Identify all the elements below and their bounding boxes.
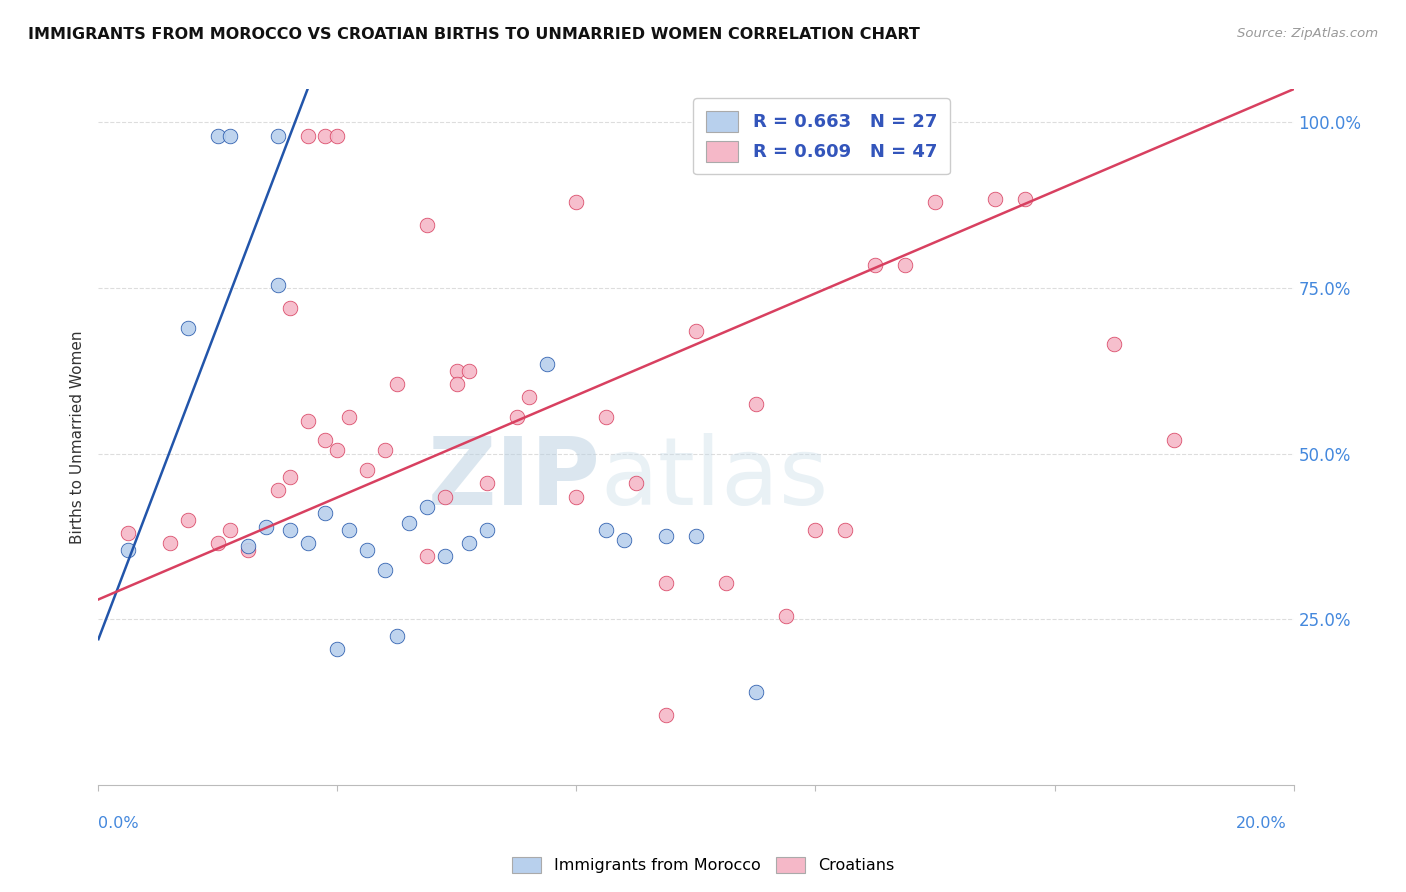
Point [565, 490, 588, 504]
Point [254, 519, 277, 533]
Point [374, 443, 396, 458]
Legend: R = 0.663   N = 27, R = 0.609   N = 47: R = 0.663 N = 27, R = 0.609 N = 47 [693, 98, 950, 174]
Point [326, 443, 349, 458]
Point [398, 516, 420, 531]
Point [236, 540, 259, 554]
Point [278, 470, 301, 484]
Point [219, 523, 242, 537]
Point [834, 523, 856, 537]
Point [745, 685, 768, 699]
Point [159, 536, 181, 550]
Point [655, 708, 678, 723]
Point [326, 128, 349, 143]
Text: 0.0%: 0.0% [98, 816, 139, 831]
Point [1014, 192, 1036, 206]
Point [714, 575, 737, 590]
Point [177, 513, 200, 527]
Point [207, 128, 229, 143]
Point [356, 542, 378, 557]
Point [177, 320, 200, 334]
Point [219, 128, 242, 143]
Point [655, 575, 678, 590]
Point [565, 194, 588, 209]
Point [433, 490, 456, 504]
Point [458, 364, 481, 378]
Point [595, 410, 617, 425]
Point [506, 410, 529, 425]
Point [297, 536, 319, 550]
Point [1163, 434, 1185, 448]
Point [595, 523, 617, 537]
Text: atlas: atlas [600, 433, 828, 524]
Point [117, 542, 139, 557]
Point [416, 500, 439, 514]
Text: ZIP: ZIP [427, 433, 600, 524]
Point [207, 536, 229, 550]
Point [894, 258, 917, 272]
Point [267, 128, 290, 143]
Point [278, 523, 301, 537]
Point [446, 377, 468, 392]
Point [863, 258, 887, 272]
Point [775, 609, 797, 624]
Point [655, 529, 678, 543]
Point [314, 506, 337, 520]
Point [536, 357, 558, 371]
Point [117, 526, 139, 541]
Point [626, 476, 648, 491]
Text: Source: ZipAtlas.com: Source: ZipAtlas.com [1237, 27, 1378, 40]
Point [297, 128, 319, 143]
Point [267, 277, 290, 292]
Point [267, 483, 290, 497]
Point [374, 563, 396, 577]
Point [685, 324, 707, 338]
Point [236, 542, 259, 557]
Point [517, 390, 540, 404]
Point [297, 413, 319, 427]
Point [613, 533, 636, 547]
Point [339, 410, 360, 425]
Text: IMMIGRANTS FROM MOROCCO VS CROATIAN BIRTHS TO UNMARRIED WOMEN CORRELATION CHART: IMMIGRANTS FROM MOROCCO VS CROATIAN BIRT… [28, 27, 920, 42]
Y-axis label: Births to Unmarried Women: Births to Unmarried Women [70, 330, 86, 544]
Point [385, 629, 409, 643]
Point [314, 128, 337, 143]
Text: 20.0%: 20.0% [1236, 816, 1286, 831]
Point [685, 529, 707, 543]
Point [278, 301, 301, 315]
Point [804, 523, 827, 537]
Point [1102, 337, 1125, 351]
Point [433, 549, 456, 564]
Point [924, 194, 946, 209]
Point [385, 377, 409, 392]
Point [475, 476, 498, 491]
Legend: Immigrants from Morocco, Croatians: Immigrants from Morocco, Croatians [506, 850, 900, 880]
Point [984, 192, 1007, 206]
Point [326, 642, 349, 657]
Point [416, 549, 439, 564]
Point [745, 397, 768, 411]
Point [416, 218, 439, 232]
Point [475, 523, 498, 537]
Point [339, 523, 360, 537]
Point [356, 463, 378, 477]
Point [314, 434, 337, 448]
Point [458, 536, 481, 550]
Point [446, 364, 468, 378]
